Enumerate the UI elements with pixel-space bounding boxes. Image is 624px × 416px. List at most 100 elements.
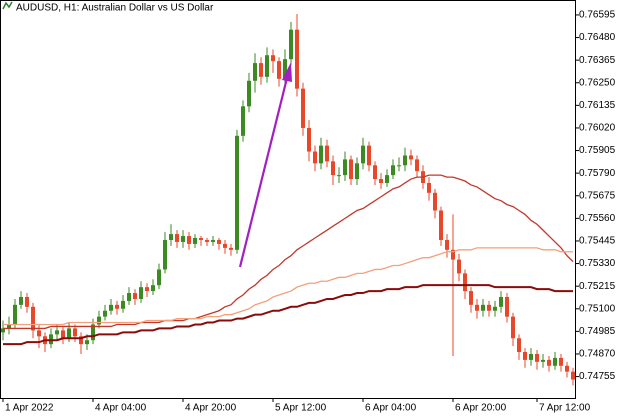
candle-body (379, 179, 383, 183)
candle-body (223, 243, 227, 248)
candle-body (487, 304, 491, 311)
candle-body (289, 29, 293, 60)
x-tick-label: 7 Apr 12:00 (539, 403, 591, 414)
candle-body (493, 306, 497, 311)
y-tick-label: 0.74985 (579, 326, 616, 337)
candle-body (19, 296, 23, 305)
x-tick-label: 4 Apr 04:00 (95, 403, 147, 414)
candle-body (373, 165, 377, 180)
candle-body (481, 304, 485, 311)
candle-body (391, 165, 395, 176)
candle-body (337, 175, 341, 177)
icon-line (2, 1, 13, 10)
candle-body (571, 371, 575, 380)
candle-body (139, 287, 143, 299)
candle-body (301, 88, 305, 128)
candle-body (475, 304, 479, 311)
y-tick-label: 0.75905 (579, 145, 616, 156)
candle-body (133, 293, 137, 299)
candle-body (499, 296, 503, 307)
y-tick-label: 0.76365 (579, 55, 616, 66)
candle-body (145, 287, 149, 292)
candle-body (277, 61, 281, 79)
candle-body (193, 238, 197, 244)
candle-body (109, 304, 113, 311)
moving-average-line (3, 247, 573, 326)
candle-body (151, 285, 155, 292)
candle-body (79, 336, 83, 345)
y-tick-label: 0.75100 (579, 303, 616, 314)
y-tick-label: 0.75675 (579, 190, 616, 201)
y-tick-label: 0.75445 (579, 236, 616, 247)
candle-body (325, 145, 329, 162)
x-tick-label: 1 Apr 2022 (5, 403, 54, 414)
candle-body (433, 192, 437, 211)
candle-body (13, 304, 17, 325)
y-tick-label: 0.76595 (579, 10, 616, 21)
candle-body (547, 359, 551, 366)
y-tick-label: 0.74755 (579, 371, 616, 382)
y-tick-label: 0.74870 (579, 349, 616, 360)
candle-body (517, 338, 521, 353)
x-tick-label: 5 Apr 12:00 (275, 403, 327, 414)
plot-frame (0, 0, 576, 399)
candle-body (55, 330, 59, 335)
candle-body (307, 127, 311, 152)
candle-body (469, 291, 473, 305)
candle-body (235, 135, 239, 250)
y-tick-label: 0.75215 (579, 281, 616, 292)
candle-body (1, 328, 5, 333)
candle-body (199, 238, 203, 240)
chart-title: AUDUSD, H1: Australian Dollar vs US Doll… (16, 3, 214, 14)
candle-body (247, 80, 251, 107)
candle-body (505, 296, 509, 317)
candle-body (283, 59, 287, 79)
candle-body (511, 316, 515, 339)
x-tick-label: 6 Apr 04:00 (365, 403, 417, 414)
candle-body (259, 63, 263, 77)
candle-body (355, 163, 359, 180)
candle-body (217, 239, 221, 244)
y-tick-label: 0.75790 (579, 168, 616, 179)
candle-body (427, 182, 431, 193)
candle-body (553, 357, 557, 366)
candle-body (403, 155, 407, 166)
candle-body (349, 159, 353, 180)
y-tick-label: 0.75330 (579, 258, 616, 269)
candle-body (457, 259, 461, 274)
candle-body (565, 365, 569, 372)
candle-body (397, 165, 401, 167)
candle-body (331, 161, 335, 176)
y-tick-label: 0.76480 (579, 32, 616, 43)
candle-body (535, 353, 539, 362)
candle-body (295, 29, 299, 89)
y-tick-label: 0.76250 (579, 77, 616, 88)
candle-body (7, 324, 11, 329)
candle-body (541, 359, 545, 362)
arrow-head (282, 62, 292, 82)
candle-body (127, 293, 131, 301)
candle-body (121, 300, 125, 309)
candle-body (271, 55, 275, 62)
candle-body (157, 269, 161, 286)
candle-body (361, 145, 365, 164)
candle-body (463, 273, 467, 292)
candle-body (415, 159, 419, 172)
candle-body (313, 151, 317, 164)
candle-body (253, 63, 257, 81)
candle-body (529, 353, 533, 360)
candle-body (115, 304, 119, 309)
candle-body (445, 239, 449, 250)
candle-body (265, 55, 269, 77)
candle-body (181, 236, 185, 242)
candle-body (451, 249, 455, 260)
candle-body (97, 316, 101, 325)
candle-body (25, 296, 29, 307)
candle-body (163, 239, 167, 270)
candle-body (319, 145, 323, 164)
symbol-icon (2, 1, 13, 10)
candle-body (409, 155, 413, 160)
x-tick-label: 4 Apr 20:00 (185, 403, 237, 414)
